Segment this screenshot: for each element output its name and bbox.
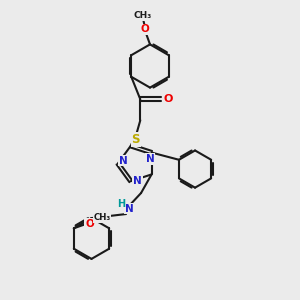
- Text: N: N: [125, 204, 134, 214]
- Text: CH₃: CH₃: [93, 213, 111, 222]
- Text: O: O: [140, 24, 149, 34]
- Text: CH₃: CH₃: [134, 11, 152, 20]
- Text: N: N: [146, 154, 154, 164]
- Text: N: N: [133, 176, 142, 186]
- Text: N: N: [119, 155, 128, 166]
- Text: O: O: [163, 94, 172, 104]
- Text: S: S: [131, 133, 140, 146]
- Text: H: H: [118, 199, 126, 209]
- Text: O: O: [85, 219, 94, 229]
